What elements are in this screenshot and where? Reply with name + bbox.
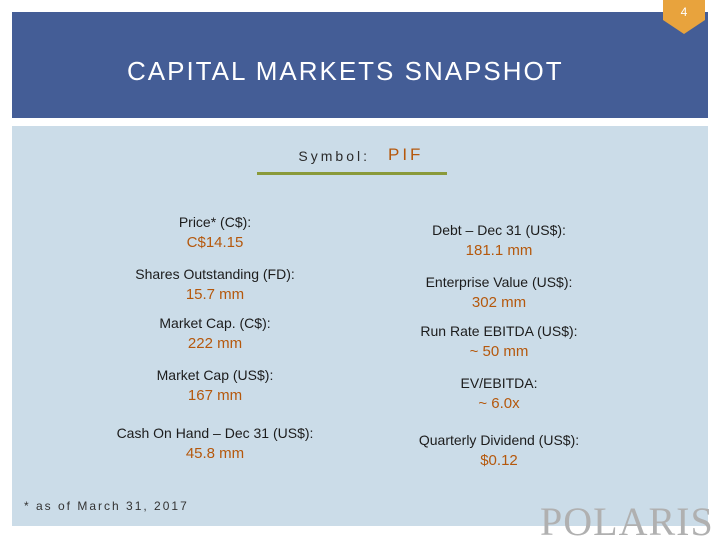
- symbol-underline: [257, 172, 447, 175]
- badge-shape: [663, 0, 705, 34]
- metric-label: Quarterly Dividend (US$):: [418, 432, 580, 448]
- metric-value: 222 mm: [187, 335, 243, 352]
- footnote: * as of March 31, 2017: [24, 499, 189, 513]
- metric-market-cap-usd: Market Cap (US$): 167 mm: [75, 365, 355, 406]
- metric-label: Enterprise Value (US$):: [425, 274, 573, 290]
- metric-ev-ebitda: EV/EBITDA: ~ 6.0x: [359, 373, 639, 414]
- metric-value: 45.8 mm: [185, 445, 245, 462]
- metric-quarterly-dividend: Quarterly Dividend (US$): $0.12: [359, 430, 639, 471]
- metric-value: $0.12: [480, 452, 518, 469]
- symbol-row: Symbol: PIF: [0, 145, 720, 167]
- content-panel: [12, 126, 708, 526]
- metric-cash-on-hand: Cash On Hand – Dec 31 (US$): 45.8 mm: [75, 423, 355, 464]
- metric-label: Price* (C$):: [178, 214, 252, 230]
- page-number-badge: 4: [663, 0, 705, 34]
- metric-label: EV/EBITDA:: [460, 375, 538, 391]
- metric-shares-outstanding: Shares Outstanding (FD): 15.7 mm: [75, 264, 355, 305]
- symbol-label: Symbol:: [298, 148, 370, 164]
- page-number: 4: [680, 5, 688, 19]
- metric-label: Debt – Dec 31 (US$):: [432, 222, 566, 238]
- page-title: CAPITAL MARKETS SNAPSHOT: [127, 56, 564, 86]
- polaris-logo: POLARIS: [540, 499, 714, 544]
- metric-price: Price* (C$): C$14.15: [75, 212, 355, 253]
- metric-market-cap-cad: Market Cap. (C$): 222 mm: [75, 313, 355, 354]
- metric-value: 167 mm: [187, 387, 243, 404]
- metric-label: Shares Outstanding (FD):: [135, 266, 295, 282]
- metric-value: C$14.15: [186, 234, 244, 251]
- metric-label: Cash On Hand – Dec 31 (US$):: [116, 425, 314, 441]
- metric-debt: Debt – Dec 31 (US$): 181.1 mm: [359, 220, 639, 261]
- metric-label: Market Cap (US$):: [156, 367, 274, 383]
- metric-run-rate-ebitda: Run Rate EBITDA (US$): ~ 50 mm: [359, 321, 639, 362]
- metric-label: Run Rate EBITDA (US$):: [420, 323, 578, 339]
- metric-enterprise-value: Enterprise Value (US$): 302 mm: [359, 272, 639, 313]
- metric-value: 181.1 mm: [465, 242, 533, 259]
- metric-value: 15.7 mm: [185, 286, 245, 303]
- metric-value: ~ 6.0x: [478, 395, 520, 412]
- symbol-value: PIF: [388, 145, 424, 164]
- metric-value: ~ 50 mm: [469, 343, 529, 360]
- metric-value: 302 mm: [471, 294, 527, 311]
- title-banner: CAPITAL MARKETS SNAPSHOT: [12, 12, 708, 118]
- metric-label: Market Cap. (C$):: [159, 315, 271, 331]
